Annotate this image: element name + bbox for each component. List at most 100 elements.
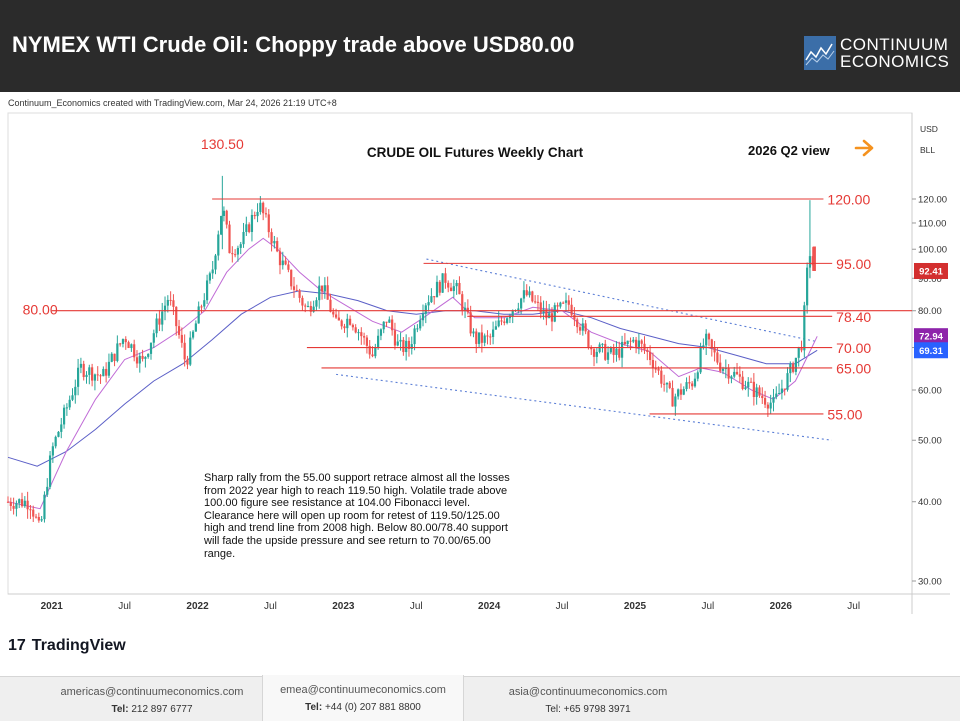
candle-body [23,500,26,507]
candle-body [318,285,321,301]
candle-body [649,351,652,361]
footer-emea: emea@continuumeconomics.com Tel: +44 (0)… [262,675,464,721]
footer-asia: asia@continuumeconomics.com Tel: +65 979… [488,677,688,721]
candle-body [772,397,775,403]
candle-body [458,282,461,295]
candle-body [346,318,349,329]
candle-body [674,396,677,407]
candle-body [463,307,467,311]
candle-body [6,501,10,503]
footer-tel: Tel: 212 897 6777 [111,704,193,715]
candle-body [360,332,363,337]
candle-body [68,399,71,408]
candle-body [696,372,699,379]
candle-body [449,287,453,292]
candle-body [281,260,284,266]
candle-body [665,382,669,385]
candle-body [433,296,436,298]
candle-body [96,374,99,376]
candle-body [741,376,744,389]
candle-body [758,387,761,396]
candle-body [660,370,663,384]
candle-body [175,306,178,327]
candle-body [685,382,688,390]
candle-body [668,382,671,388]
y-tick-label: 100.00 [918,245,947,256]
candle-body [710,339,713,348]
candle-body [727,368,730,379]
candle-body [149,342,153,354]
candle-body [194,323,197,332]
candle-body [377,335,380,348]
currency-label: USD [920,124,938,134]
y-tick-label: 110.00 [918,218,946,229]
candle-body [287,264,290,270]
candle-body [152,333,155,343]
candle-body [702,345,705,347]
candle-body [228,224,231,254]
plot-frame [7,112,913,595]
candle-body [54,436,57,447]
brand-line2: ECONOMICS [840,52,950,71]
footer-email[interactable]: asia@continuumeconomics.com [508,686,668,698]
candle-body [323,285,326,292]
level-label: 65.00 [836,360,871,376]
footer-tel: Tel: +44 (0) 207 881 8800 [305,702,421,713]
candle-body [262,202,265,214]
candle-body [421,313,425,321]
candle-body [116,343,119,361]
candle-body [548,313,551,319]
candle-body [438,281,441,293]
candle-body [32,509,35,517]
candle-body [752,381,755,398]
candle-body [567,300,570,305]
candle-body [452,286,455,292]
level-label: 70.00 [836,340,871,356]
candle-body [783,388,786,390]
footer-email[interactable]: emea@continuumeconomics.com [280,684,446,696]
candle-body [413,328,416,345]
view-label: 2026 Q2 view [748,143,831,158]
candle-body [472,331,475,334]
candle-body [231,253,234,255]
candle-body [693,378,697,387]
candle-body [15,503,18,509]
candle-body [477,332,481,344]
candle-body [253,214,256,217]
candle-body [169,299,172,301]
candle-body [214,255,217,270]
candle-body [620,341,624,358]
footer-email[interactable]: americas@continuumeconomics.com [60,686,244,698]
candle-body [371,354,374,357]
candle-body [435,281,439,298]
level-label: 120.00 [827,192,870,208]
candle-body [786,373,789,390]
tradingview-logo: 17 TradingView [8,637,126,655]
tradingview-label: TradingView [31,637,126,654]
candle-body [677,389,680,397]
candle-body [107,361,111,376]
candle-body [105,368,108,376]
candle-body [489,336,492,338]
candle-body [119,343,122,345]
level-label: 80.00 [23,302,58,318]
candle-body [775,393,778,398]
candle-body [550,313,554,322]
candle-body [713,347,716,353]
candle-body [553,305,556,322]
candle-body [598,344,601,352]
trend-line [426,258,818,343]
candle-body [9,501,12,506]
candle-body [91,367,94,381]
candle-body [340,320,343,327]
price-badge [914,342,948,359]
candle-body [766,404,769,409]
candle-body [121,339,125,344]
candle-body [46,486,49,495]
candle-body [511,310,514,317]
candle-body [163,305,167,312]
candle-body [536,301,540,303]
candle-body [716,352,719,363]
candle-body [632,339,635,342]
candle-body [26,500,29,510]
